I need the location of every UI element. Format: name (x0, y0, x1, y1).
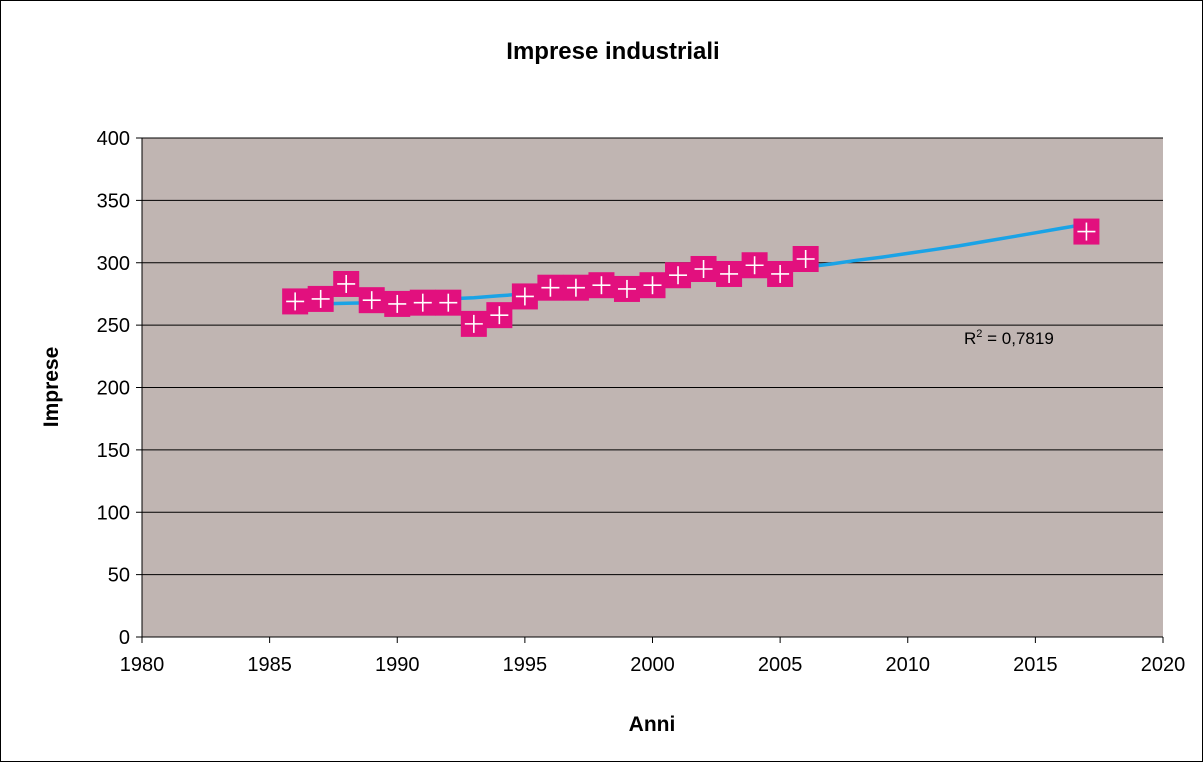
data-point (486, 302, 513, 329)
y-tick-label: 300 (97, 253, 130, 275)
chart-title: Imprese industriali (506, 38, 719, 65)
data-point (588, 272, 615, 299)
y-tick-label: 200 (97, 378, 130, 400)
x-tick-label: 2010 (886, 654, 931, 676)
y-tick-label: 150 (97, 440, 130, 462)
data-point (767, 260, 794, 287)
x-tick-label: 2020 (1141, 654, 1186, 676)
x-tick-label: 1985 (247, 654, 292, 676)
y-tick-label: 250 (97, 315, 130, 337)
axes: 0 50 100 150 200 250 300 350 400 1980 1985 1990 1995… (97, 128, 1186, 676)
y-axis-title: Imprese (40, 347, 63, 428)
x-tick-label: 1995 (503, 654, 548, 676)
x-tick-label: 1980 (120, 654, 165, 676)
x-tick-label: 1990 (375, 654, 420, 676)
r-squared-base: R (964, 329, 976, 348)
data-point (333, 270, 360, 297)
x-tick-label: 2000 (630, 654, 675, 676)
y-tick-label: 400 (97, 128, 130, 150)
r-squared-annotation: R2 = 0,7819 (964, 328, 1054, 348)
data-point (384, 290, 411, 317)
y-tick-label: 50 (108, 565, 130, 587)
y-tick-label: 100 (97, 502, 130, 524)
y-tick-label: 350 (97, 190, 130, 212)
r-squared-value: = 0,7819 (982, 329, 1053, 348)
data-point (358, 287, 385, 314)
data-point (665, 262, 692, 289)
r-squared-exponent: 2 (976, 328, 982, 340)
data-point (1073, 218, 1100, 245)
data-point (716, 260, 743, 287)
data-point (741, 252, 768, 279)
data-point (639, 272, 666, 299)
data-point (307, 285, 334, 312)
data-point (282, 288, 309, 315)
data-point (460, 310, 487, 337)
data-point (690, 255, 717, 282)
data-point (537, 274, 564, 301)
x-axis-title: Anni (629, 713, 676, 736)
gridlines (142, 137, 1163, 576)
x-tick-label: 2015 (1013, 654, 1058, 676)
y-tick-label: 0 (119, 627, 130, 649)
data-point (562, 274, 589, 301)
data-point (409, 289, 436, 316)
data-point (792, 246, 819, 273)
data-point (613, 275, 640, 302)
x-tick-label: 2005 (758, 654, 803, 676)
data-points (282, 218, 1100, 337)
data-point (511, 283, 538, 310)
data-point (435, 289, 462, 316)
